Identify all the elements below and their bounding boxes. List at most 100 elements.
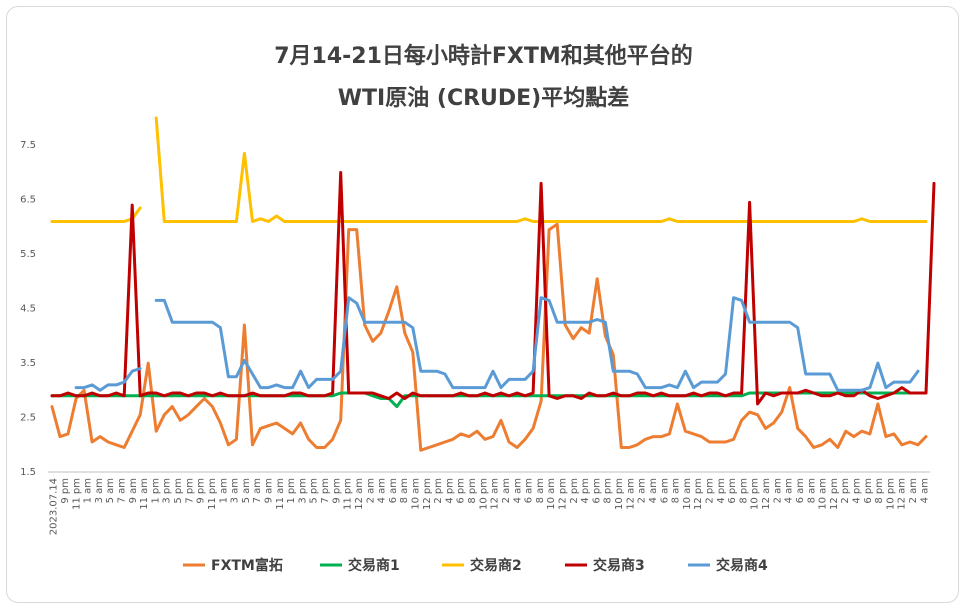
x-tick-label: 10 am <box>546 478 557 510</box>
y-tick-label: 5.5 <box>20 249 36 260</box>
x-tick-label: 5 pm <box>309 478 320 504</box>
x-tick-label: 12 pm <box>422 478 433 510</box>
x-tick-label: 9 am <box>264 478 275 503</box>
x-tick-label: 8 am <box>399 478 410 503</box>
x-tick-label: 10 am <box>818 478 829 510</box>
x-tick-label: 11 pm <box>207 478 218 510</box>
x-tick-label: 8 am <box>671 478 682 503</box>
x-tick-label: 9 am <box>128 478 139 503</box>
x-tick-label: 6 am <box>659 478 670 503</box>
x-tick-label: 6 am <box>795 478 806 503</box>
x-tick-label: 6 pm <box>727 478 738 504</box>
x-tick-label: 10 am <box>411 478 422 510</box>
x-tick-label: 12 am <box>897 478 908 510</box>
x-tick-label: 7 pm <box>184 478 195 504</box>
y-tick-label: 1.5 <box>20 467 36 478</box>
y-tick-label: 6.5 <box>20 195 36 206</box>
legend-label: 交易商3 <box>593 557 645 574</box>
x-tick-label: 3 pm <box>297 478 308 504</box>
x-tick-label: 4 am <box>512 478 523 503</box>
y-tick-label: 2.5 <box>20 413 36 424</box>
x-tick-label: 8 am <box>535 478 546 503</box>
series-1 <box>50 222 928 452</box>
legend-item: 交易商1 <box>320 557 400 574</box>
series-layer <box>50 116 936 452</box>
x-tick-label: 2 am <box>772 478 783 503</box>
chart-title: 7月14-21日每小時計FXTM和其他平台的 <box>274 44 693 69</box>
x-tick-label: 10 am <box>682 478 693 510</box>
x-tick-label: 3 am <box>230 478 241 503</box>
x-tick-label: 12 am <box>354 478 365 510</box>
x-tick-label: 10 pm <box>750 478 761 510</box>
y-tick-label: 3.5 <box>20 358 36 369</box>
series-4 <box>50 171 936 406</box>
x-tick-label: 7 pm <box>320 478 331 504</box>
x-tick-label: 8 pm <box>603 478 614 504</box>
series-line <box>50 222 928 452</box>
x-tick-label: 1 pm <box>286 478 297 504</box>
legend-item: 交易商2 <box>442 557 522 574</box>
x-tick-label: 7 am <box>117 478 128 503</box>
x-tick-label: 3 am <box>94 478 105 503</box>
series-line <box>74 296 920 392</box>
legend-item: 交易商3 <box>565 557 645 574</box>
x-tick-label: 5 pm <box>173 478 184 504</box>
y-tick-label: 7.5 <box>20 140 36 151</box>
x-tick-label: 6 pm <box>456 478 467 504</box>
x-tick-label: 2023.07.14 <box>49 478 60 535</box>
x-tick-label: 2 am <box>637 478 648 503</box>
y-axis-ticks: 1.5 2.5 3.5 4.5 5.5 6.5 7.5 <box>20 140 36 478</box>
x-tick-label: 4 pm <box>852 478 863 504</box>
x-tick-label: 8 pm <box>874 478 885 504</box>
legend-item: FXTM富拓 <box>183 557 283 574</box>
x-tick-label: 7 am <box>252 478 263 503</box>
x-tick-label: 5 am <box>105 478 116 503</box>
x-tick-label: 11 pm <box>71 478 82 510</box>
x-tick-label: 2 pm <box>433 478 444 504</box>
legend-label: 交易商2 <box>470 557 522 574</box>
x-tick-label: 2 am <box>908 478 919 503</box>
x-tick-label: 4 am <box>648 478 659 503</box>
x-tick-label: 11 pm <box>343 478 354 510</box>
x-tick-label: 8 pm <box>738 478 749 504</box>
series-line <box>50 116 928 223</box>
x-tick-label: 12 pm <box>693 478 704 510</box>
x-tick-label: 1 pm <box>150 478 161 504</box>
x-tick-label: 4 pm <box>580 478 591 504</box>
x-tick-label: 4 pm <box>444 478 455 504</box>
x-tick-label: 5 am <box>241 478 252 503</box>
x-tick-label: 10 pm <box>614 478 625 510</box>
legend-label: 交易商1 <box>348 557 400 574</box>
x-tick-label: 4 am <box>919 478 930 503</box>
x-tick-label: 1 am <box>218 478 229 503</box>
x-tick-label: 12 pm <box>829 478 840 510</box>
x-tick-label: 2 am <box>501 478 512 503</box>
legend-item: 交易商4 <box>688 557 768 574</box>
legend-label: 交易商4 <box>716 557 768 574</box>
x-tick-label: 4 am <box>377 478 388 503</box>
x-tick-label: 9 pm <box>196 478 207 504</box>
chart-subtitle: WTI原油 (CRUDE)平均點差 <box>337 86 630 111</box>
x-tick-label: 6 am <box>524 478 535 503</box>
series-3 <box>50 116 928 223</box>
x-tick-label: 9 pm <box>60 478 71 504</box>
legend-label: FXTM富拓 <box>211 557 283 574</box>
x-tick-label: 12 pm <box>558 478 569 510</box>
x-tick-label: 10 pm <box>885 478 896 510</box>
x-tick-label: 8 pm <box>467 478 478 504</box>
x-tick-label: 11 am <box>139 478 150 510</box>
x-tick-label: 2 pm <box>569 478 580 504</box>
x-tick-label: 12 am <box>490 478 501 510</box>
x-tick-label: 4 pm <box>716 478 727 504</box>
x-tick-label: 12 am <box>761 478 772 510</box>
x-tick-label: 6 am <box>388 478 399 503</box>
x-tick-label: 2 am <box>365 478 376 503</box>
x-axis-ticks: 2023.07.14 9 pm 11 pm 1 am 3 am 5 am 7 am 9 am 1… <box>49 478 931 535</box>
series-5 <box>74 296 920 392</box>
x-tick-label: 4 am <box>784 478 795 503</box>
x-tick-label: 8 am <box>806 478 817 503</box>
x-tick-label: 1 am <box>83 478 94 503</box>
x-tick-label: 6 pm <box>863 478 874 504</box>
x-tick-label: 3 pm <box>162 478 173 504</box>
